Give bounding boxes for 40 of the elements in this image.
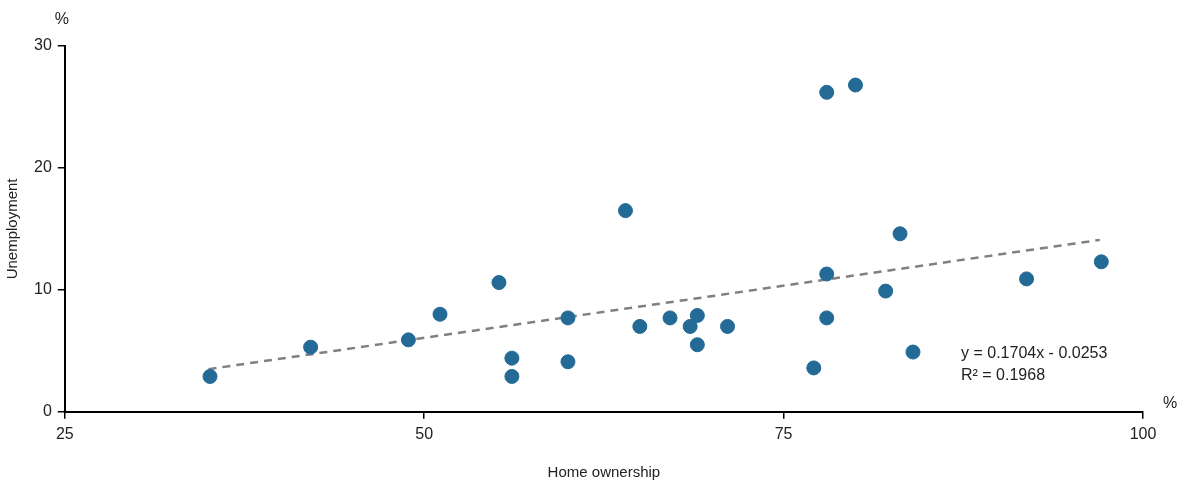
point	[560, 354, 576, 370]
text: %	[54, 10, 69, 28]
annotation: y = 0.1704x - 0.0253	[961, 344, 1108, 362]
point	[504, 368, 520, 384]
text: %	[1162, 394, 1178, 412]
point	[819, 310, 835, 326]
point	[806, 360, 822, 376]
point	[303, 339, 319, 355]
annotation: R² = 0.1968	[961, 366, 1046, 384]
point	[432, 306, 448, 322]
y-tick-label: 0	[42, 402, 52, 420]
point	[1093, 254, 1109, 270]
point	[504, 350, 520, 366]
point	[1019, 271, 1035, 287]
point	[491, 275, 507, 291]
x-tick-label: 25	[55, 424, 74, 442]
x-tick-label: 75	[774, 424, 793, 442]
point	[632, 318, 648, 334]
point	[689, 307, 705, 323]
point	[847, 77, 863, 93]
x-axis-title: Home ownership	[547, 463, 661, 481]
point	[662, 310, 678, 326]
point	[878, 283, 894, 299]
point	[617, 203, 633, 219]
point	[819, 266, 835, 282]
point	[560, 310, 576, 326]
point	[400, 332, 416, 348]
point	[892, 226, 908, 242]
point	[720, 318, 736, 334]
x-tick-label: 50	[415, 424, 434, 442]
y-axis-title: Unemployment	[3, 177, 21, 280]
x-tick-label: 100	[1129, 424, 1157, 442]
point	[202, 368, 218, 384]
y-tick-label: 10	[34, 280, 52, 298]
y-tick-label: 30	[34, 36, 52, 54]
y-tick-label: 20	[34, 158, 52, 176]
point	[689, 337, 705, 353]
point	[819, 84, 835, 100]
point	[905, 344, 921, 360]
point	[682, 318, 698, 334]
